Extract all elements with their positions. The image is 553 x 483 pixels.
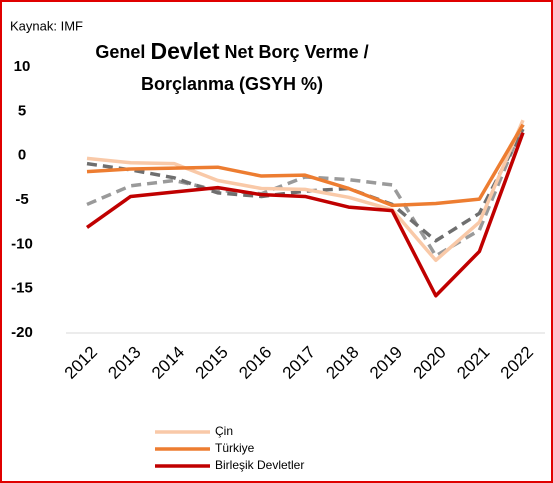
- title-part: Genel: [95, 42, 145, 62]
- series-line: [86, 123, 525, 208]
- chart-title: Borçlanma (GSYH %): [141, 74, 323, 94]
- legend-label: Türkiye: [215, 441, 255, 455]
- y-tick-label: 10: [14, 58, 31, 75]
- legend-label: Birleşik Devletler: [215, 458, 304, 472]
- chart-title: Genel Devlet Net Borç Verme /: [95, 38, 368, 64]
- y-tick-label: 0: [18, 147, 26, 164]
- y-tick-label: -20: [11, 324, 33, 341]
- y-tick-label: -5: [15, 191, 28, 208]
- series-line: [86, 128, 525, 243]
- source: Kaynak: IMF: [10, 18, 83, 33]
- title-part: Net Borç Verme /: [225, 42, 369, 62]
- series-line: [85, 132, 525, 298]
- y-tick-label: -10: [11, 235, 33, 252]
- legend-label: Çin: [215, 424, 233, 438]
- series-line: [86, 119, 525, 263]
- y-tick-label: -15: [11, 280, 33, 297]
- y-tick-label: 5: [18, 102, 26, 119]
- title-part: Devlet: [150, 38, 219, 64]
